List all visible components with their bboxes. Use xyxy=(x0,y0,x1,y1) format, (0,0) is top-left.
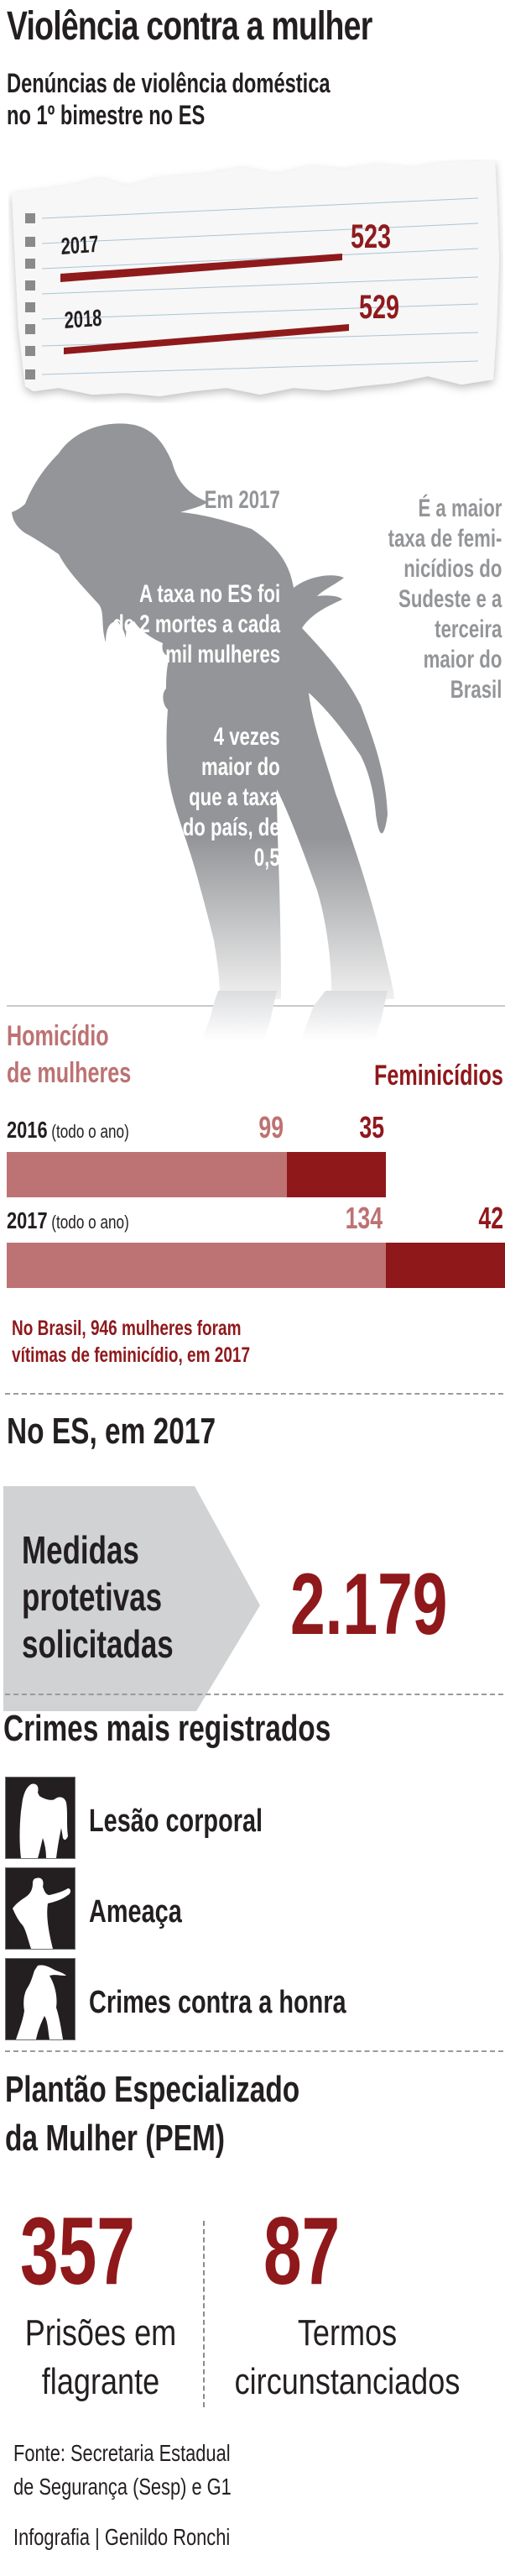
medidas-label: Medidas protetivas solicitadas xyxy=(22,1526,221,1668)
pem-value-prisoes: 357 xyxy=(20,2198,135,2305)
subtitle-line-1: Denúncias de violência doméstica xyxy=(7,68,331,98)
divider-3 xyxy=(5,2050,503,2052)
value-feminicidio-2017: 42 xyxy=(478,1201,503,1235)
subtitle: Denúncias de violência doméstica no 1º b… xyxy=(7,67,331,131)
pem-heading-line-2: da Mulher (PEM) xyxy=(5,2118,225,2159)
legend-homicidio-line-2: de mulheres xyxy=(7,1057,132,1089)
legend-feminicidio: Feminicídios xyxy=(374,1060,503,1092)
vezes-line-3: que a taxa xyxy=(189,783,280,811)
bar-homicidio-2017 xyxy=(7,1243,387,1288)
divider-1 xyxy=(5,1393,503,1395)
bar-homicidio-2016 xyxy=(7,1152,288,1197)
vezes-line-5: 0,5 xyxy=(254,844,280,872)
crime-label-ameaca: Ameaça xyxy=(89,1894,182,1929)
value-feminicidio-2016: 35 xyxy=(359,1110,385,1144)
year-2017-label: 2017 xyxy=(60,230,99,259)
woman-silhouette-icon xyxy=(12,423,394,999)
vezes-text: 4 vezes maior do que a taxa do país, de … xyxy=(148,722,280,873)
pem-label-termos-1: Termos xyxy=(297,2312,398,2353)
arrow-box-shape xyxy=(3,1486,260,1711)
value-homicidio-2017: 134 xyxy=(345,1201,383,1235)
vezes-line-2: maior do xyxy=(201,753,280,781)
source-line-1: Fonte: Secretaria Estadual xyxy=(13,2440,231,2466)
pem-label-prisoes-1: Prisões em xyxy=(24,2312,177,2353)
crime-item-lesao: Lesão corporal xyxy=(5,1777,263,1859)
medidas-box: Medidas protetivas solicitadas xyxy=(3,1486,260,1711)
maior-line-6: maior do xyxy=(423,646,502,673)
vezes-line-1: 4 vezes xyxy=(213,723,280,751)
quote-mark-shape xyxy=(205,991,388,1041)
maior-line-2: taxa de femi- xyxy=(388,525,502,552)
credit: Infografia | Genildo Ronchi xyxy=(13,2524,231,2550)
threat-silhouette-icon xyxy=(5,1867,75,1950)
pem-value-termos: 87 xyxy=(263,2198,341,2305)
taxa-line-3: 100 mil mulheres xyxy=(128,641,280,668)
brasil-note-line-1: No Brasil, 946 mulheres foram xyxy=(12,1317,242,1340)
torn-paper-note: 2017 523 2018 529 xyxy=(8,160,503,403)
pem-divider xyxy=(203,2221,205,2407)
maior-line-3: nicídios do xyxy=(403,555,502,583)
medidas-line-3: solicitadas xyxy=(22,1622,174,1666)
year-2018-label: 2018 xyxy=(64,304,102,333)
crime-label-lesao: Lesão corporal xyxy=(89,1804,263,1839)
taxa-line-1: A taxa no ES foi xyxy=(138,580,280,608)
assault-silhouette-icon xyxy=(5,1777,75,1859)
year-2017: 2017 xyxy=(7,1207,48,1233)
woman-silhouette-section: Em 2017 A taxa no ES foi de 2 mortes a c… xyxy=(0,420,505,999)
medidas-line-1: Medidas xyxy=(22,1528,139,1572)
crimes-heading: Crimes mais registrados xyxy=(3,1708,331,1749)
row-2016-label: 2016 (todo o ano) xyxy=(7,1117,129,1144)
es-2017-heading: No ES, em 2017 xyxy=(7,1411,216,1452)
crime-label-honra: Crimes contra a honra xyxy=(89,1985,346,2020)
vezes-line-4: do país, de xyxy=(183,814,280,841)
year-2016-note: (todo o ano) xyxy=(51,1121,129,1142)
maior-line-7: Brasil xyxy=(450,676,502,704)
page-title: Violência contra a mulher xyxy=(7,4,372,49)
bar-2017 xyxy=(60,254,342,282)
value-2018: 529 xyxy=(359,289,400,326)
pem-label-termos-2: circunstanciados xyxy=(234,2361,461,2402)
bar-feminicidio-2017 xyxy=(386,1243,505,1288)
torn-paper-shape xyxy=(12,160,499,396)
medidas-line-2: protetivas xyxy=(22,1575,163,1619)
year-2017-note: (todo o ano) xyxy=(51,1212,129,1233)
maior-line-5: terceira xyxy=(434,615,502,643)
brasil-note: No Brasil, 946 mulheres foram vítimas de… xyxy=(12,1315,325,1369)
pem-heading: Plantão Especializado da Mulher (PEM) xyxy=(5,2066,299,2163)
bar-2018 xyxy=(64,324,349,354)
row-2017-label: 2017 (todo o ano) xyxy=(7,1207,129,1234)
value-homicidio-2016: 99 xyxy=(258,1110,284,1144)
taxa-line-2: de 2 mortes a cada xyxy=(112,610,280,638)
taxa-text: A taxa no ES foi de 2 mortes a cada 100 … xyxy=(54,579,280,670)
em-2017-label: Em 2017 xyxy=(204,486,280,514)
maior-line-4: Sudeste e a xyxy=(398,585,502,613)
legend-homicidio-line-1: Homicídio xyxy=(7,1020,109,1052)
source-line-2: de Segurança (Sesp) e G1 xyxy=(13,2474,232,2500)
maior-line-1: É a maior xyxy=(418,495,502,522)
woman-silhouette-icon xyxy=(5,1958,75,2040)
source: Fonte: Secretaria Estadual de Segurança … xyxy=(13,2437,293,2504)
pem-heading-line-1: Plantão Especializado xyxy=(5,2069,300,2110)
subtitle-line-2: no 1º bimestre no ES xyxy=(7,100,206,130)
year-2016: 2016 xyxy=(7,1117,48,1143)
brasil-note-line-2: vítimas de feminicídio, em 2017 xyxy=(12,1343,251,1367)
pem-label-prisoes-2: flagrante xyxy=(41,2361,160,2402)
maior-text: É a maior taxa de femi- nicídios do Sude… xyxy=(348,494,502,705)
bar-feminicidio-2016 xyxy=(287,1152,387,1197)
medidas-value: 2.179 xyxy=(290,1556,448,1653)
divider-2 xyxy=(5,1694,503,1695)
legend-homicidio: Homicídio de mulheres xyxy=(7,1018,174,1092)
crime-item-honra: Crimes contra a honra xyxy=(5,1958,346,2040)
value-2017: 523 xyxy=(351,218,392,255)
crime-item-ameaca: Ameaça xyxy=(5,1867,182,1950)
